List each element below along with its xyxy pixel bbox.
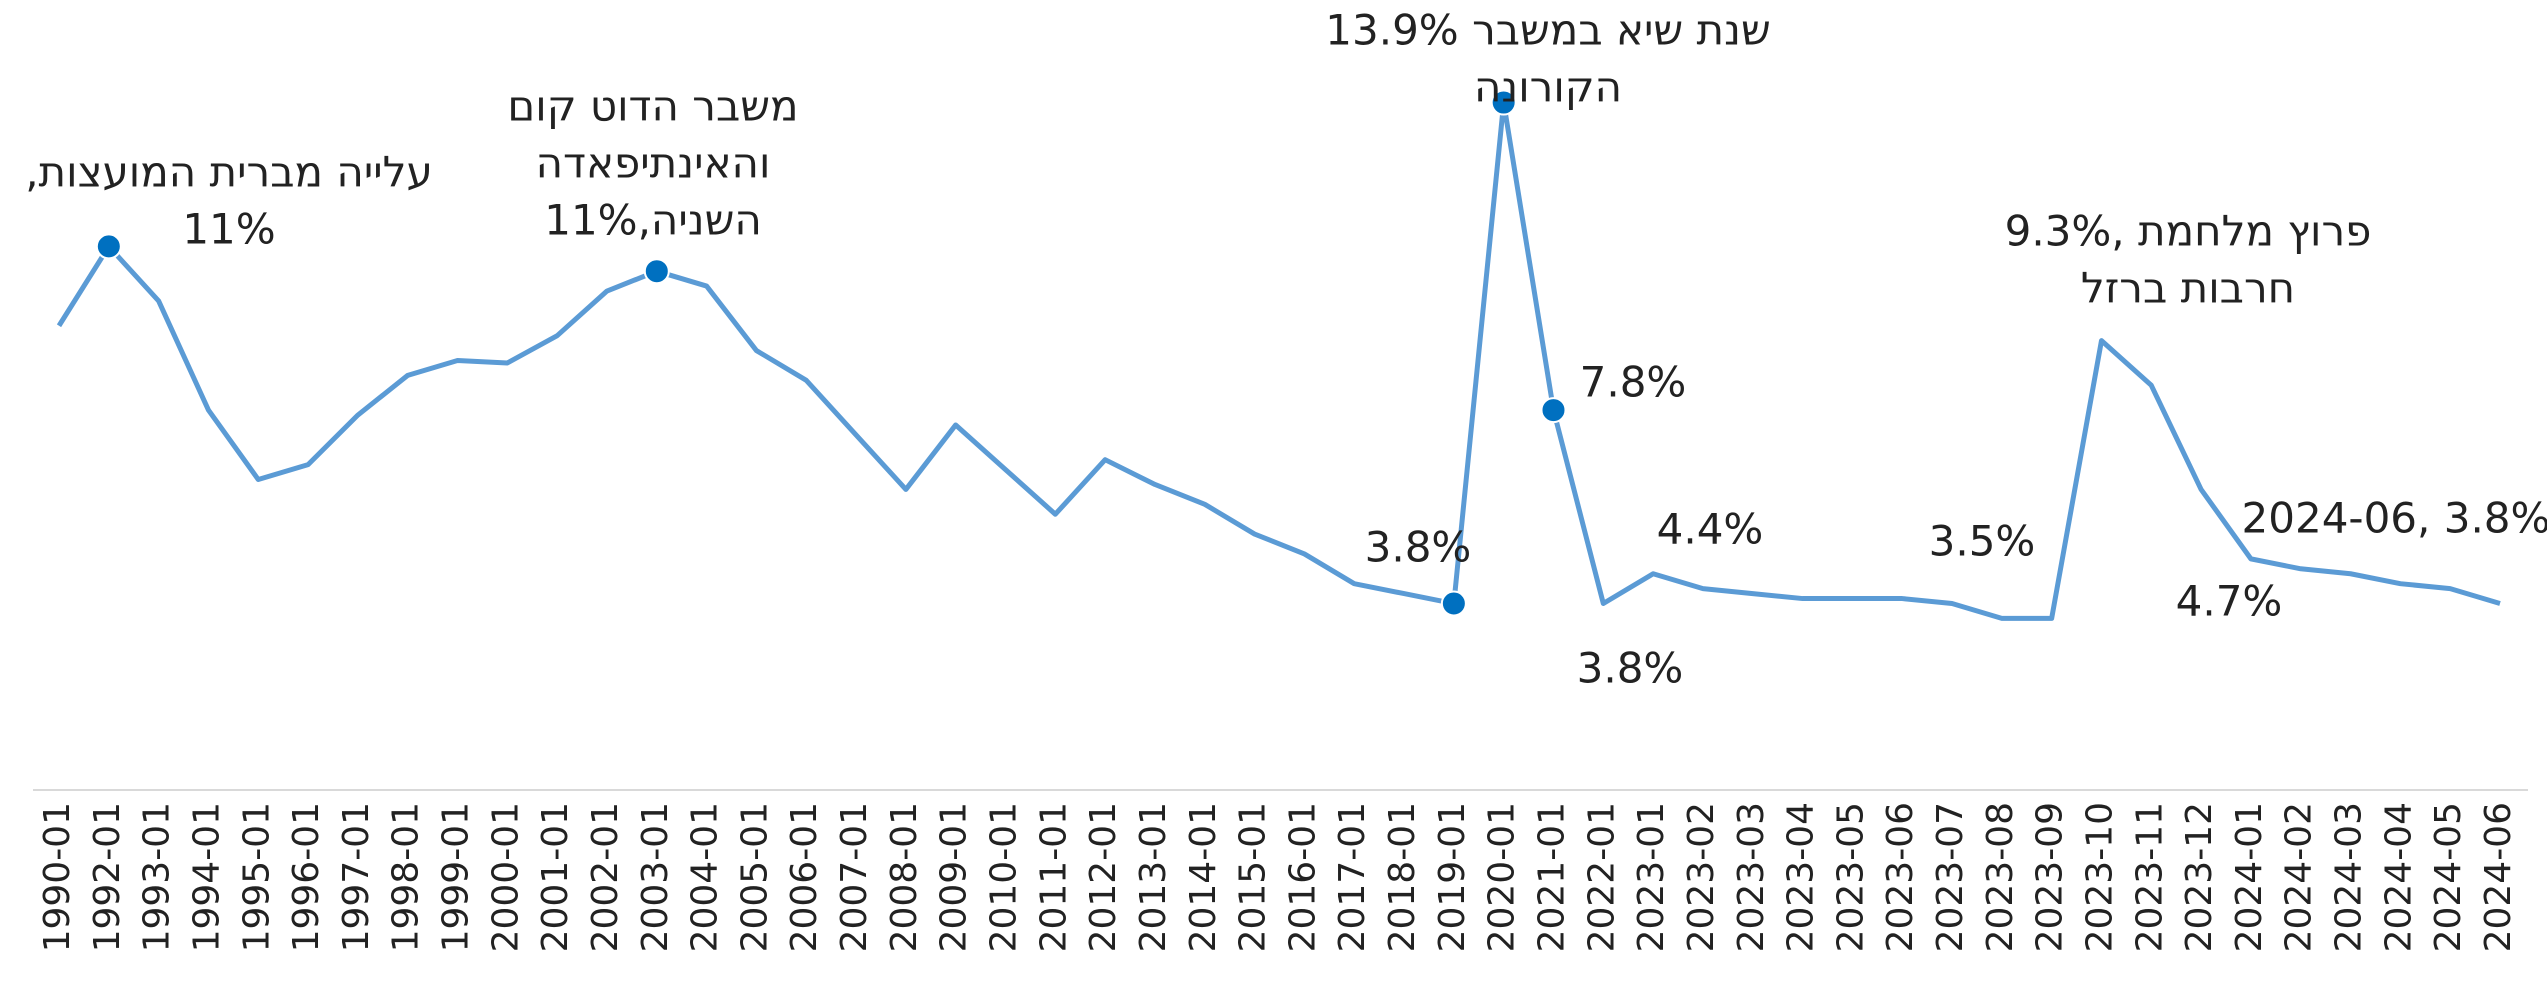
marker	[1540, 397, 1567, 424]
x-tick-label: 2016-01	[1282, 802, 1323, 952]
x-tick-label: 2023-11	[2129, 802, 2170, 952]
x-tick-label: 1990-01	[37, 802, 78, 952]
x-tick-label: 1997-01	[336, 802, 377, 952]
x-tick-label: 2021-01	[1531, 802, 1572, 952]
x-tick-label: 2010-01	[984, 802, 1025, 952]
annotation: 3.5%	[1929, 517, 2036, 566]
x-tick-label: 1996-01	[286, 802, 327, 952]
annotation: 3.8%	[1365, 523, 1472, 572]
x-tick-label: 2015-01	[1233, 802, 1274, 952]
x-tick-label: 2019-01	[1432, 802, 1473, 952]
marker	[95, 233, 122, 260]
x-tick-label: 2024-04	[2378, 802, 2419, 952]
x-tick-label: 2006-01	[784, 802, 825, 952]
x-tick-label: 2018-01	[1382, 802, 1423, 952]
x-tick-label: 2024-05	[2428, 802, 2469, 952]
annotation: 11%	[182, 205, 275, 254]
annotation: עלייה מברית המועצות,	[25, 148, 433, 197]
x-tick-label: 2023-10	[2079, 802, 2120, 952]
annotation: 7.8%	[1580, 358, 1687, 407]
annotation: 9.3%, פרוץ מלחמת	[2005, 207, 2372, 256]
x-tick-label: 1993-01	[137, 802, 178, 952]
x-tick-label: 2009-01	[934, 802, 975, 952]
x-tick-label: 2024-03	[2329, 802, 2370, 952]
x-tick-label: 1999-01	[436, 802, 477, 952]
annotation: הקורונה	[1474, 63, 1622, 112]
x-tick-label: 1992-01	[87, 802, 128, 952]
x-tick-label: 2023-12	[2179, 802, 2220, 952]
marker	[1440, 590, 1467, 617]
marker	[643, 258, 670, 285]
x-tick-label: 2002-01	[585, 802, 626, 952]
x-tick-label: 2023-01	[1631, 802, 1672, 952]
x-tick-label: 2023-07	[1930, 802, 1971, 952]
annotation: 4.7%	[2176, 577, 2283, 626]
annotation: והאינתיפאדה	[536, 139, 771, 188]
x-tick-label: 2003-01	[635, 802, 676, 952]
x-tick-label: 2024-01	[2229, 802, 2270, 952]
x-tick-label: 2023-05	[1830, 802, 1871, 952]
annotation: 4.4%	[1657, 505, 1764, 554]
x-tick-label: 2020-01	[1482, 802, 1523, 952]
x-tick-label: 2017-01	[1332, 802, 1373, 952]
x-tick-label: 2023-04	[1781, 802, 1822, 952]
x-tick-label: 2023-03	[1731, 802, 1772, 952]
annotation: 2024-06, 3.8%	[2242, 494, 2547, 543]
x-tick-label: 2008-01	[884, 802, 925, 952]
marker	[1490, 89, 1517, 116]
annotation: השניה,11%	[544, 196, 762, 245]
annotation: 3.8%	[1577, 644, 1684, 693]
annotation: משבר הדוט קום	[507, 82, 798, 131]
x-tick-label: 2023-06	[1880, 802, 1921, 952]
annotation: חרבות ברזל	[2081, 264, 2295, 313]
x-tick-label: 1995-01	[236, 802, 277, 952]
x-tick-label: 2024-02	[2279, 802, 2320, 952]
annotation: 13.9% שנת שיא במשבר	[1325, 6, 1770, 55]
x-tick-label: 2011-01	[1033, 802, 1074, 952]
x-tick-label: 2023-02	[1681, 802, 1722, 952]
x-tick-label: 2007-01	[834, 802, 875, 952]
x-tick-label: 2005-01	[734, 802, 775, 952]
x-tick-label: 2023-09	[2030, 802, 2071, 952]
line	[56, 100, 2501, 621]
x-tick-label: 1998-01	[386, 802, 427, 952]
x-tick-label: 2024-06	[2478, 802, 2519, 952]
x-tick-label: 2001-01	[535, 802, 576, 952]
x-tick-label: 2000-01	[485, 802, 526, 952]
x-tick-label: 2014-01	[1183, 802, 1224, 952]
x-tick-label: 2013-01	[1133, 802, 1174, 952]
x-tick-label: 2022-01	[1581, 802, 1622, 952]
x-tick-label: 1994-01	[186, 802, 227, 952]
x-tick-label: 2012-01	[1083, 802, 1124, 952]
x-tick-label: 2004-01	[685, 802, 726, 952]
x-tick-label: 2023-08	[1980, 802, 2021, 952]
